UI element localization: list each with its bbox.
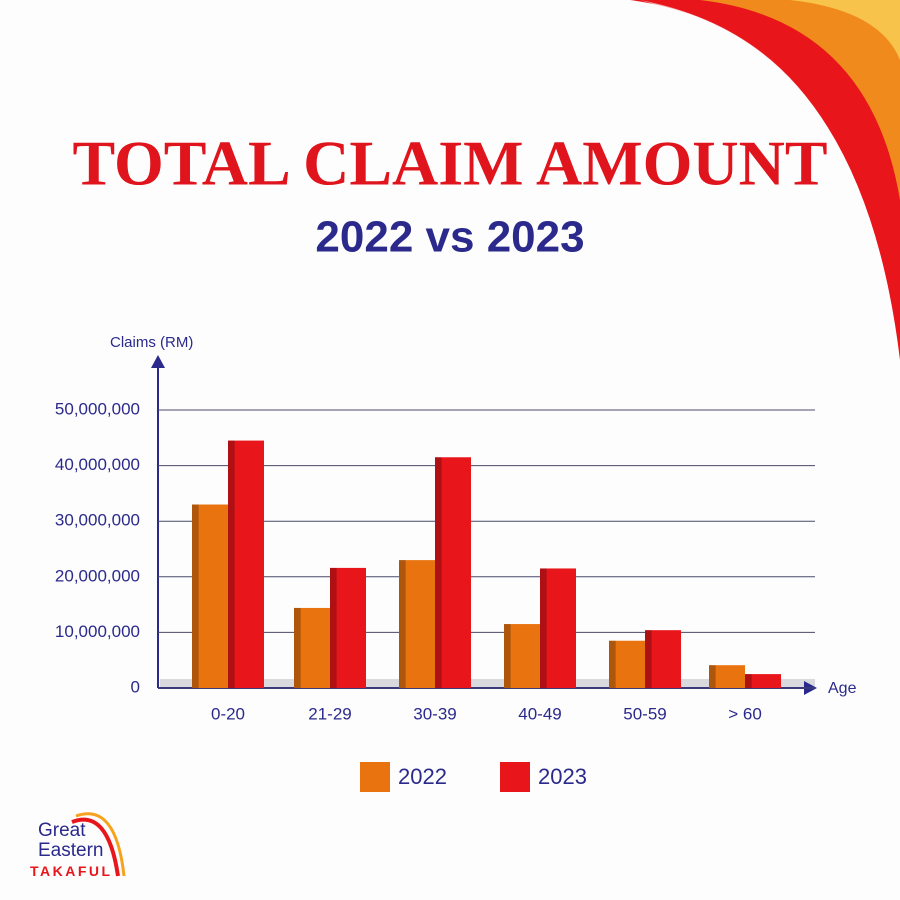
logo-text: Great (38, 820, 86, 841)
legend-label: 2022 (398, 764, 447, 789)
y-tick-label: 30,000,000 (55, 511, 140, 530)
x-tick-label: 50-59 (623, 704, 666, 723)
bar-shade (228, 440, 264, 688)
y-tick-label: 40,000,000 (55, 455, 140, 474)
swoosh-orange (700, 0, 900, 200)
logo-arc (71, 817, 120, 877)
bar-shade (609, 640, 645, 688)
swoosh-yellow (790, 0, 900, 60)
y-tick-label: 20,000,000 (55, 566, 140, 585)
logo-arc (75, 812, 126, 877)
x-tick-label: > 60 (728, 704, 762, 723)
bar-shade (745, 674, 781, 688)
y-axis-arrow (151, 355, 165, 368)
swoosh-red (630, 0, 900, 360)
y-axis-label: Claims (RM) (110, 334, 193, 351)
bar-shade (504, 624, 540, 688)
legend-swatch (500, 762, 530, 792)
bar-shade (645, 630, 681, 688)
logo-text: Eastern (38, 840, 103, 861)
chart-subtitle: 2022 vs 2023 (315, 213, 584, 262)
x-tick-label: 0-20 (211, 704, 245, 723)
bar-shade (330, 567, 366, 688)
bar-shade (709, 665, 745, 688)
logo-text: TAKAFUL (30, 863, 113, 879)
y-tick-label: 0 (131, 677, 140, 696)
y-tick-label: 50,000,000 (55, 399, 140, 418)
x-tick-label: 30-39 (413, 704, 456, 723)
legend-label: 2023 (538, 764, 587, 789)
legend-swatch (360, 762, 390, 792)
chart-title: TOTAL CLAIM AMOUNT (72, 128, 827, 199)
bar-shade (294, 607, 330, 688)
bar-shade (399, 560, 435, 688)
x-tick-label: 40-49 (518, 704, 561, 723)
x-tick-label: 21-29 (308, 704, 351, 723)
bar-shade (435, 457, 471, 688)
x-axis-label: Age (828, 680, 857, 697)
bar-shade (540, 568, 576, 688)
floor (160, 679, 815, 688)
bar-shade (192, 504, 228, 688)
y-tick-label: 10,000,000 (55, 622, 140, 641)
